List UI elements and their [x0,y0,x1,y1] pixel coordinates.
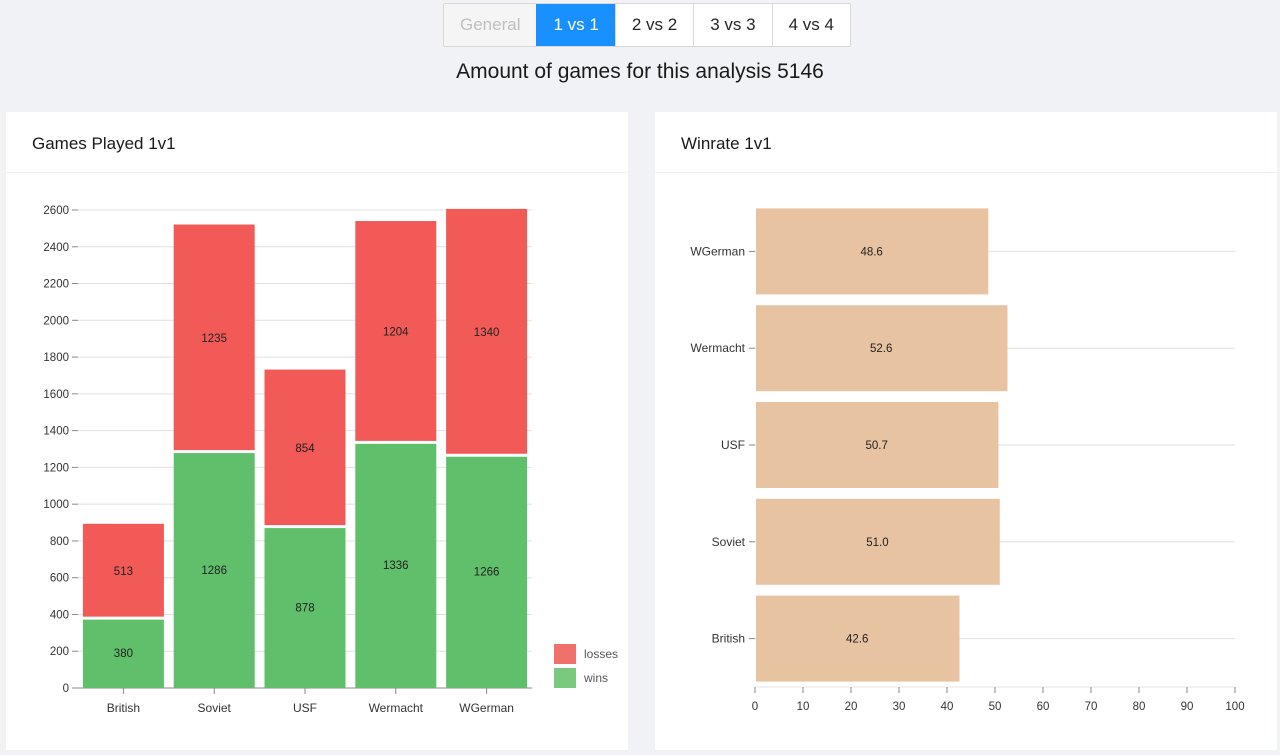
bar-losses-wgerman[interactable] [446,208,528,454]
analysis-headline: Amount of games for this analysis 5146 [456,60,824,83]
bar-label-losses: 1204 [383,327,409,339]
y-tick-label: 1000 [43,499,69,511]
x-tick-label: 60 [1037,701,1050,713]
tab-4-vs-4[interactable]: 4 vs 4 [771,4,850,46]
bar-label-wins: 380 [114,648,133,660]
bar-wins-soviet[interactable] [173,453,255,688]
winrate-bar-wermacht[interactable] [756,305,1008,392]
winrate-bar-usf[interactable] [756,402,999,488]
bar-wins-wgerman[interactable] [446,456,528,688]
y-tick-label: 1600 [43,389,69,401]
bar-losses-british[interactable] [82,523,164,617]
bar-label-losses: 1235 [201,333,227,345]
tab-general[interactable]: General [444,4,537,46]
legend-swatch-losses[interactable] [554,644,576,664]
winrate-bar-label: 52.6 [870,343,892,355]
y-tick-label: USF [721,438,745,452]
y-tick-label: 2600 [43,205,69,217]
x-tick-label: 0 [752,701,758,713]
x-tick-label: Wermacht [369,701,424,715]
y-tick-label: 800 [50,536,69,548]
bar-label-losses: 1340 [474,327,500,339]
x-tick-label: 90 [1181,701,1194,713]
y-tick-label: 2200 [43,279,69,291]
y-tick-label: Soviet [712,535,746,549]
y-tick-label: 2000 [43,315,69,327]
winrate-bar-label: 50.7 [865,440,887,452]
bar-losses-usf[interactable] [264,369,346,526]
winrate-card: Winrate 1v1 0 10 20 30 40 50 60 70 80 90 100 48.6 WG… [655,112,1277,750]
x-tick-label: 100 [1225,701,1244,713]
bar-wins-usf[interactable] [264,528,346,688]
y-tick-label: 1200 [43,462,69,474]
bar-label-losses: 513 [114,566,133,578]
winrate-bar-label: 42.6 [846,634,868,646]
y-tick-label: 400 [50,609,69,621]
bar-label-wins: 1336 [383,560,409,572]
winrate-bar-label: 51.0 [866,537,888,549]
bar-wins-british[interactable] [82,619,164,688]
winrate-bar-label: 48.6 [860,246,882,258]
bar-label-losses: 854 [295,443,315,455]
games-played-card: Games Played 1v1 0 200 400 600 800 1000 1200 14… [6,112,628,750]
winrate-bar-wgerman[interactable] [756,208,989,295]
x-tick-label: USF [293,701,317,715]
bar-wins-wermacht[interactable] [355,443,437,688]
legend-label-losses[interactable]: losses [584,647,618,661]
y-tick-label: 200 [50,646,69,658]
y-tick-label: 1400 [43,426,69,438]
bar-losses-soviet[interactable] [173,224,255,451]
legend-label-wins[interactable]: wins [583,671,608,685]
bar-label-wins: 1286 [201,565,227,577]
bar-label-wins: 1266 [474,567,500,579]
y-tick-label: 0 [63,683,69,695]
winrate-bar-soviet[interactable] [756,498,1000,585]
y-tick-label: WGerman [690,244,745,258]
x-tick-label: 40 [941,701,954,713]
winrate-title: Winrate 1v1 [655,112,1277,173]
winrate-chart: 0 10 20 30 40 50 60 70 80 90 100 48.6 WGerman 52.6 Wer… [690,208,1245,713]
x-tick-label: British [107,701,140,715]
games-played-title: Games Played 1v1 [6,112,628,173]
y-tick-label: 1800 [43,352,69,364]
tab-3-vs-3[interactable]: 3 vs 3 [693,4,771,46]
y-tick-label: 600 [50,573,69,585]
games-played-chart: 0 200 400 600 800 1000 1200 1400 1600 1800 2000 220… [43,205,618,715]
x-tick-label: 30 [893,701,906,713]
tab-1-vs-1[interactable]: 1 vs 1 [536,4,615,46]
x-tick-label: 10 [797,701,810,713]
winrate-bar-british[interactable] [756,595,960,682]
x-tick-label: 50 [989,701,1002,713]
x-tick-label: Soviet [198,701,232,715]
bar-label-wins: 878 [295,602,314,614]
x-tick-label: 70 [1085,701,1098,713]
legend-swatch-wins[interactable] [554,668,576,688]
y-tick-label: Wermacht [691,341,746,355]
bar-losses-wermacht[interactable] [355,221,437,441]
x-tick-label: 80 [1133,701,1146,713]
x-tick-label: WGerman [459,701,514,715]
y-tick-label: 2400 [43,242,69,254]
tab-2-vs-2[interactable]: 2 vs 2 [614,4,693,46]
y-tick-label: British [712,632,745,646]
x-tick-label: 20 [845,701,858,713]
